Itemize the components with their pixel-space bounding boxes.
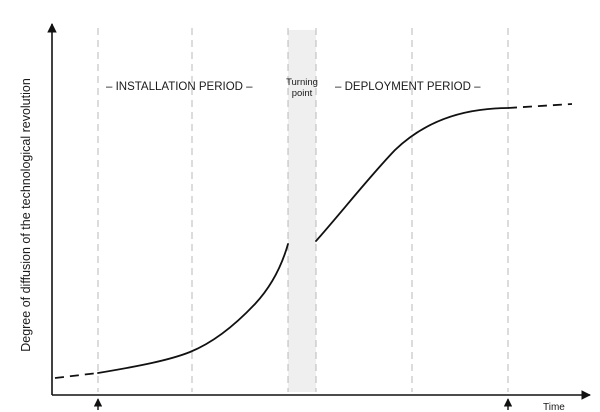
pre-curve-dashed xyxy=(54,372,99,379)
turning-point-label-line2: point xyxy=(292,88,313,99)
turning-point-band xyxy=(288,30,316,392)
x-axis-label: Time xyxy=(543,402,565,412)
installation-period-label: – INSTALLATION PERIOD – xyxy=(106,81,253,93)
y-axis-label: Degree of diffusion of the technological… xyxy=(19,78,33,352)
deployment-curve xyxy=(315,107,509,242)
turning-point-label-line1: Turning xyxy=(286,77,318,88)
installation-curve xyxy=(97,243,289,374)
deployment-period-label: – DEPLOYMENT PERIOD – xyxy=(335,81,481,93)
post-curve-dashed xyxy=(507,103,573,109)
